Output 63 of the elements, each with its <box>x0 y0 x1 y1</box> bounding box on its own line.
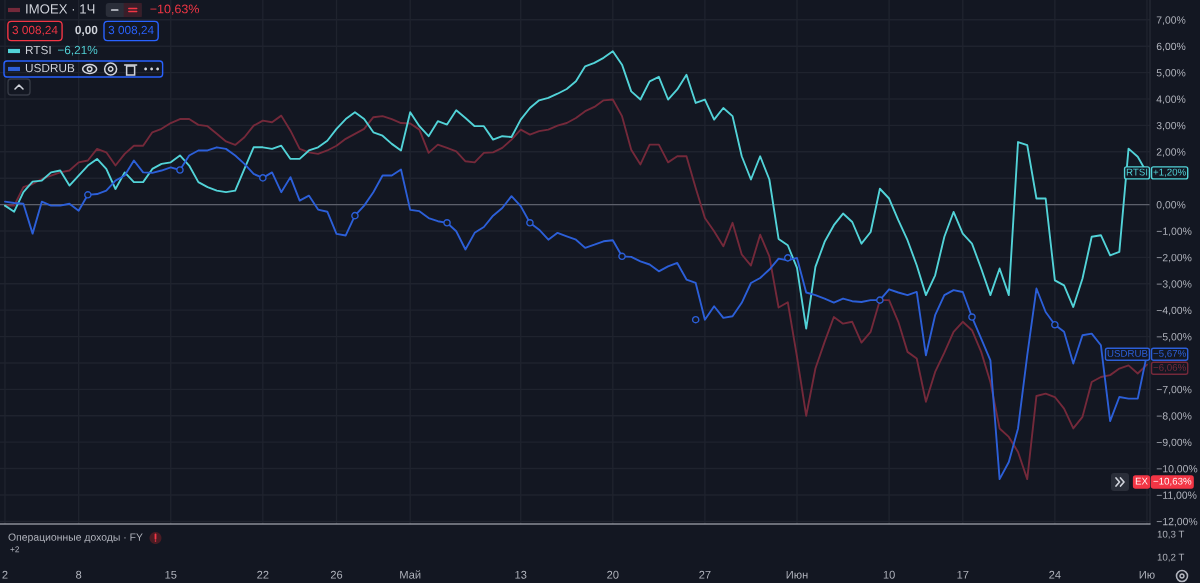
y-tick-label: 5,00% <box>1156 69 1186 78</box>
annotation: 3 008,24 <box>12 25 58 36</box>
x-tick-label: Июн <box>786 570 808 579</box>
text: Операционные доходы · FY <box>8 533 143 543</box>
y-tick-label: −12,00% <box>1156 517 1198 527</box>
x-tick-label: 24 <box>1049 570 1061 579</box>
y-tick-label: −3,00% <box>1156 280 1192 289</box>
legend-label: USDRUB <box>25 63 75 73</box>
annotation: USDRUB <box>1107 349 1148 357</box>
y-tick-label: 3,00% <box>1156 121 1186 131</box>
y-tick-label: −4,00% <box>1156 306 1192 316</box>
x-tick-label: 2 <box>2 570 8 579</box>
text: −10,63% <box>1153 477 1192 486</box>
x-tick-label: 26 <box>330 570 343 579</box>
y-tick-label: 0,00% <box>1156 201 1186 210</box>
y-tick-label: −10,00% <box>1156 465 1198 474</box>
point <box>526 218 534 227</box>
text: 10,3 T <box>1157 530 1185 539</box>
data-label: +1,20% <box>1153 168 1186 177</box>
point <box>351 211 359 220</box>
x-tick-label: Май <box>400 570 421 579</box>
y-tick-label: −11,00% <box>1156 491 1197 501</box>
annotation: −10,63% <box>150 4 199 15</box>
x-tick-label: 27 <box>699 570 711 579</box>
y-tick-label: 4,00% <box>1156 95 1186 105</box>
point <box>691 315 700 324</box>
point <box>443 218 451 227</box>
annotation: −6,21% <box>57 45 98 56</box>
x-tick-label: 15 <box>165 570 177 579</box>
point <box>783 254 792 262</box>
y-tick-label: −5,00% <box>1156 333 1192 342</box>
text: +2 <box>10 546 20 553</box>
point <box>84 191 92 199</box>
point <box>968 313 976 321</box>
y-tick-label: −9,00% <box>1156 438 1192 448</box>
y-tick-label: −8,00% <box>1156 412 1192 421</box>
point <box>1051 320 1059 329</box>
annotation: RTSI <box>1126 168 1148 176</box>
x-tick-label: 13 <box>515 570 527 579</box>
y-tick-label: −2,00% <box>1156 253 1192 263</box>
text: 10,2 T <box>1157 553 1185 562</box>
y-tick-label: 6,00% <box>1156 42 1186 52</box>
y-tick-label: −1,00% <box>1156 227 1192 237</box>
point <box>176 166 184 174</box>
y-tick-label: −7,00% <box>1156 385 1192 395</box>
data-label: −5,67% <box>1153 349 1186 359</box>
x-tick-label: 20 <box>607 570 619 579</box>
data-label: −6,06% <box>1153 363 1186 373</box>
point <box>618 252 626 261</box>
legend-label: RTSI <box>25 45 51 55</box>
legend-label: IMOEX · 1Ч <box>26 4 95 14</box>
point <box>259 174 267 182</box>
point <box>876 296 884 304</box>
y-tick-label: 7,00% <box>1156 16 1186 25</box>
annotation: EX <box>1135 477 1148 485</box>
x-tick-label: 8 <box>76 570 82 579</box>
x-tick-label: 10 <box>883 570 895 579</box>
annotation: 0,00 <box>75 25 98 36</box>
x-tick-label: 22 <box>257 570 269 579</box>
x-tick-label: 17 <box>957 570 969 579</box>
y-tick-label: 2,00% <box>1156 148 1186 157</box>
annotation: 3 008,24 <box>108 25 154 36</box>
x-tick-label: Ию <box>1139 570 1155 579</box>
